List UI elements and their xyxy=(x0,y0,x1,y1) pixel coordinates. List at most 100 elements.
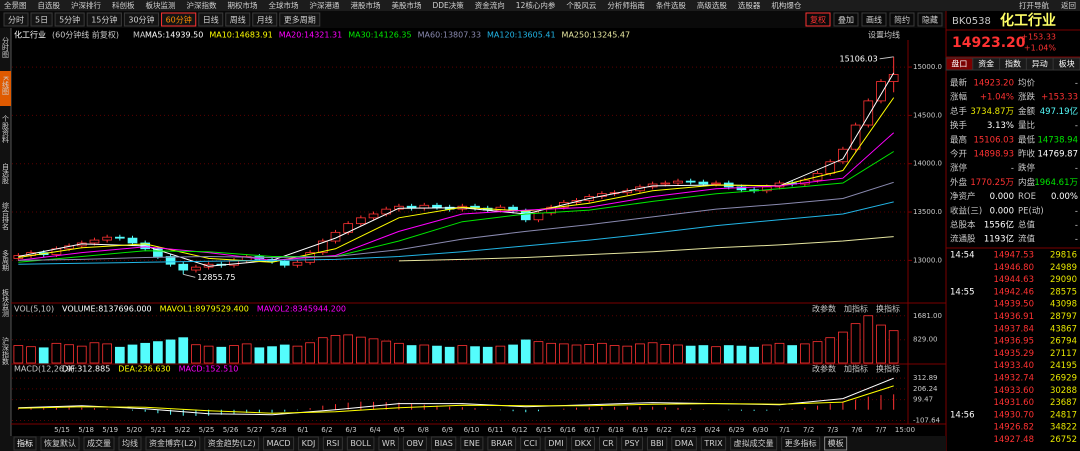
bottom-tab[interactable]: CCI xyxy=(524,439,538,448)
panel-button[interactable]: 加指标 xyxy=(844,364,868,374)
bottom-tab[interactable]: PSY xyxy=(625,439,640,448)
menu-item[interactable]: 沪深排行 xyxy=(71,0,101,10)
panel-button[interactable]: 换指标 xyxy=(876,304,900,314)
side-tab[interactable]: 综合排名 xyxy=(2,201,10,231)
bottom-tab-frame[interactable] xyxy=(40,436,80,451)
period-label[interactable]: 日线 xyxy=(203,15,219,25)
bottom-tab[interactable]: 均线 xyxy=(122,438,138,448)
period-button[interactable] xyxy=(54,12,85,27)
bottom-tab-frame[interactable] xyxy=(13,436,37,451)
bottom-tab[interactable]: DMI xyxy=(548,439,563,448)
side-tab[interactable]: 多周期 xyxy=(2,249,10,272)
tool-button[interactable] xyxy=(889,12,915,27)
bottom-tab-frame[interactable] xyxy=(430,436,457,451)
menu-item[interactable]: DDE决策 xyxy=(433,0,465,10)
period-label[interactable]: 15分钟 xyxy=(91,15,117,25)
tool-label[interactable]: 复权 xyxy=(810,15,826,25)
tool-label[interactable]: 隐藏 xyxy=(922,15,938,25)
bottom-tab[interactable]: BBI xyxy=(650,439,663,448)
menu-item[interactable]: 返回 xyxy=(1061,1,1076,10)
menu-item[interactable]: 高级选股 xyxy=(697,0,727,10)
bottom-tab[interactable]: 资金博弈(L2) xyxy=(149,438,197,448)
period-label[interactable]: 60分钟 xyxy=(166,15,192,25)
bottom-tab-frame[interactable] xyxy=(730,436,778,451)
bottom-tab-frame[interactable] xyxy=(118,436,142,451)
tool-label[interactable]: 画线 xyxy=(866,15,882,25)
bottom-tab[interactable]: 虚拟成交量 xyxy=(734,438,774,448)
bottom-tab[interactable]: BOLL xyxy=(350,439,371,448)
bottom-tab-frame[interactable] xyxy=(824,436,848,451)
quote-tab-label[interactable]: 指数 xyxy=(1005,59,1021,69)
bottom-tab-frame[interactable] xyxy=(487,436,517,451)
bottom-tab[interactable]: 成交量 xyxy=(87,438,111,448)
quote-tab-label[interactable]: 资金 xyxy=(978,59,994,69)
menu-item[interactable]: 科创板 xyxy=(112,0,135,10)
side-tab[interactable]: K线图 xyxy=(2,76,10,96)
bottom-tab[interactable]: 资金趋势(L2) xyxy=(208,438,256,448)
period-label[interactable]: 5分钟 xyxy=(59,15,80,25)
quote-tab-label[interactable]: 盘口 xyxy=(951,59,967,69)
tool-button[interactable] xyxy=(833,12,859,27)
panel-button[interactable]: 换指标 xyxy=(876,364,900,374)
tool-button[interactable] xyxy=(805,12,831,27)
bottom-tab-frame[interactable] xyxy=(83,436,115,451)
bottom-tab-frame[interactable] xyxy=(621,436,643,451)
menu-item[interactable]: 12核心内参 xyxy=(516,0,556,10)
bottom-tab-frame[interactable] xyxy=(599,436,618,451)
menu-item[interactable]: 美股市场 xyxy=(392,0,422,10)
quote-tab-label[interactable]: 板块 xyxy=(1059,59,1075,69)
period-label[interactable]: 30分钟 xyxy=(128,15,154,25)
bottom-tab[interactable]: BIAS xyxy=(434,439,452,448)
bottom-tab-frame[interactable] xyxy=(378,436,399,451)
bottom-tab[interactable]: 指标 xyxy=(17,438,33,448)
bottom-tab-frame[interactable] xyxy=(263,436,295,451)
side-tab[interactable]: 板块监测 xyxy=(2,288,10,318)
menu-item[interactable]: 板块监测 xyxy=(146,0,176,10)
period-button[interactable] xyxy=(252,12,278,27)
bottom-tab-frame[interactable] xyxy=(402,436,427,451)
period-label[interactable]: 月线 xyxy=(257,15,273,25)
period-label[interactable]: 更多周期 xyxy=(284,15,316,25)
bottom-tab-frame[interactable] xyxy=(571,436,595,451)
menu-item[interactable]: 选股器 xyxy=(738,0,761,10)
bottom-tab-frame[interactable] xyxy=(544,436,568,451)
bottom-tab-frame[interactable] xyxy=(322,436,343,451)
period-button[interactable] xyxy=(3,12,29,27)
bottom-tab[interactable]: 更多指标 xyxy=(785,438,817,448)
tool-label[interactable]: 叠加 xyxy=(838,15,854,25)
bottom-tab-frame[interactable] xyxy=(520,436,541,451)
bottom-tab-frame[interactable] xyxy=(781,436,821,451)
side-tab[interactable]: 沪深指数 xyxy=(2,336,10,366)
menu-item[interactable]: 全球市场 xyxy=(269,0,299,10)
panel-button[interactable]: 改参数 xyxy=(812,304,836,314)
menu-item[interactable]: 沪深指数 xyxy=(187,0,217,10)
bottom-tab-frame[interactable] xyxy=(671,436,697,451)
menu-item[interactable]: 个股风云 xyxy=(566,1,596,10)
menu-item[interactable]: 条件选股 xyxy=(656,0,686,10)
period-button[interactable] xyxy=(123,12,160,27)
menu-item[interactable]: 分析师指南 xyxy=(607,0,645,10)
period-button[interactable] xyxy=(225,12,251,27)
period-button[interactable] xyxy=(198,12,224,27)
bottom-tab-frame[interactable] xyxy=(460,436,484,451)
tool-label[interactable]: 简约 xyxy=(894,15,910,25)
period-button[interactable] xyxy=(161,12,197,27)
bottom-tab-frame[interactable] xyxy=(298,436,319,451)
menu-item[interactable]: 全景图 xyxy=(4,0,27,10)
menu-item[interactable]: 港股市场 xyxy=(351,0,381,10)
menu-item[interactable]: 打开导航 xyxy=(1019,0,1049,10)
period-button[interactable] xyxy=(279,12,321,27)
bottom-tab-frame[interactable] xyxy=(346,436,375,451)
period-label[interactable]: 5日 xyxy=(35,16,48,25)
menu-item[interactable]: 机构爆仓 xyxy=(771,0,801,10)
bottom-tab[interactable]: MACD xyxy=(267,439,291,448)
tool-button[interactable] xyxy=(917,12,943,27)
bottom-tab-frame[interactable] xyxy=(646,436,668,451)
bottom-tab-frame[interactable] xyxy=(204,436,260,451)
side-tab[interactable]: 分时图 xyxy=(2,36,10,59)
bottom-tab[interactable]: WR xyxy=(382,439,396,448)
menu-item[interactable]: 期权市场 xyxy=(228,0,258,10)
bottom-tab-frame[interactable] xyxy=(700,436,727,451)
menu-item[interactable]: 沪深港通 xyxy=(310,0,340,10)
menu-item[interactable]: 资金流向 xyxy=(475,0,505,10)
